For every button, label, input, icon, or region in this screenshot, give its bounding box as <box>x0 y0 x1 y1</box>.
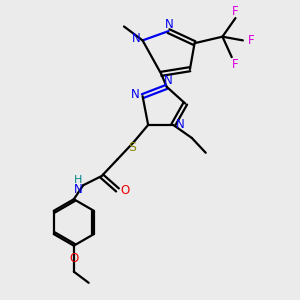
Text: N: N <box>132 32 140 45</box>
Text: S: S <box>128 141 136 154</box>
Text: F: F <box>232 5 239 18</box>
Text: N: N <box>74 182 83 196</box>
Text: H: H <box>74 175 83 185</box>
Text: N: N <box>176 118 185 131</box>
Text: N: N <box>165 18 174 31</box>
Text: O: O <box>69 252 79 265</box>
Text: O: O <box>120 184 130 197</box>
Text: N: N <box>164 74 173 87</box>
Text: F: F <box>248 34 255 47</box>
Text: F: F <box>232 58 239 71</box>
Text: N: N <box>131 88 140 101</box>
